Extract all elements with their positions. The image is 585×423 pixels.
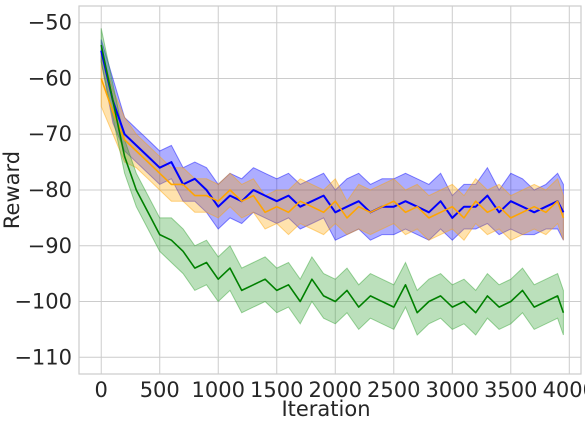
y-tick-label: −80 bbox=[28, 178, 72, 202]
y-tick-label: −60 bbox=[28, 66, 72, 90]
y-axis-label: Reward bbox=[0, 151, 24, 229]
series-lines bbox=[100, 44, 565, 314]
x-tick-label: 500 bbox=[140, 378, 180, 402]
y-tick-label: −100 bbox=[14, 290, 72, 314]
x-tick-label: 2500 bbox=[367, 378, 420, 402]
x-tick-labels: 0 500 1000150020002500300035004000 bbox=[95, 378, 585, 402]
x-axis-label: Iteration bbox=[281, 397, 370, 421]
y-tick-label: −110 bbox=[14, 345, 72, 369]
series-1-band bbox=[100, 39, 564, 241]
x-tick-label: 0 bbox=[95, 378, 108, 402]
y-tick-label: −50 bbox=[28, 11, 72, 35]
series-3-band bbox=[100, 28, 564, 336]
x-tick-label: 3500 bbox=[484, 378, 537, 402]
y-tick-label: −90 bbox=[28, 234, 72, 258]
series-2-line bbox=[100, 78, 565, 219]
x-tick-label: 1000 bbox=[192, 378, 245, 402]
grid-lines bbox=[79, 6, 581, 374]
x-tick-label: 3000 bbox=[426, 378, 479, 402]
x-tick-label: 4000 bbox=[543, 378, 585, 402]
series-1-line bbox=[100, 50, 565, 219]
plot-frame bbox=[78, 5, 582, 375]
y-tick-labels: −50 −60 −70 −80 −90 −100 −110 bbox=[14, 11, 72, 370]
y-tick-label: −70 bbox=[28, 122, 72, 146]
x-tick-label: 2000 bbox=[309, 378, 362, 402]
series-2-band bbox=[100, 50, 564, 241]
confidence-bands bbox=[100, 28, 564, 336]
x-tick-label: 1500 bbox=[250, 378, 303, 402]
series-3-line bbox=[100, 44, 565, 314]
